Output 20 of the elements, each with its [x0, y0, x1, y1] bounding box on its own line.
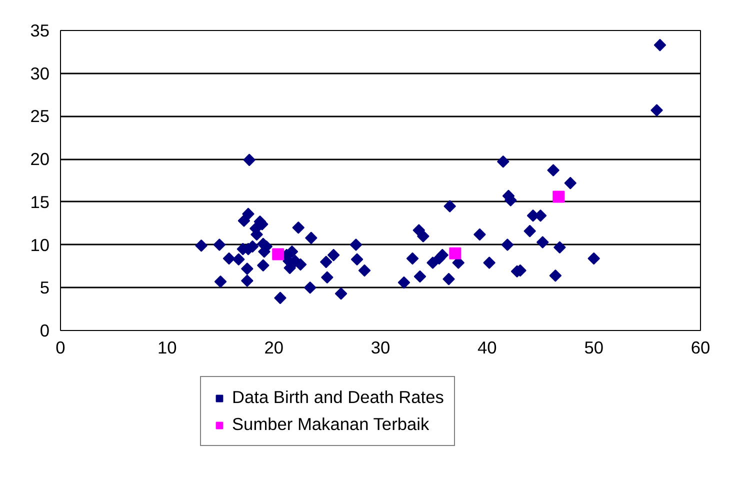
- x-tick-label: 20: [264, 338, 284, 358]
- y-tick-label: 35: [30, 20, 50, 40]
- x-tick-label: 30: [370, 338, 390, 358]
- point: [272, 248, 284, 260]
- x-tick-label: 60: [690, 338, 710, 358]
- y-tick-label: 5: [40, 278, 50, 298]
- x-tick-label: 10: [158, 338, 177, 358]
- y-tick-label: 0: [40, 320, 50, 340]
- y-tick-label: 15: [30, 192, 50, 212]
- y-tick-label: 10: [30, 234, 50, 255]
- x-tick-label: 0: [56, 338, 66, 358]
- legend-label: Data Birth and Death Rates: [232, 387, 444, 408]
- y-tick-label: 25: [30, 106, 50, 126]
- point: [449, 247, 462, 260]
- point: [552, 190, 565, 203]
- x-tick-label: 50: [584, 338, 604, 358]
- y-tick-label: 20: [30, 149, 50, 170]
- legend-label: Sumber Makanan Terbaik: [232, 414, 430, 435]
- x-tick-label: 40: [478, 338, 497, 358]
- y-tick-label: 30: [30, 63, 50, 84]
